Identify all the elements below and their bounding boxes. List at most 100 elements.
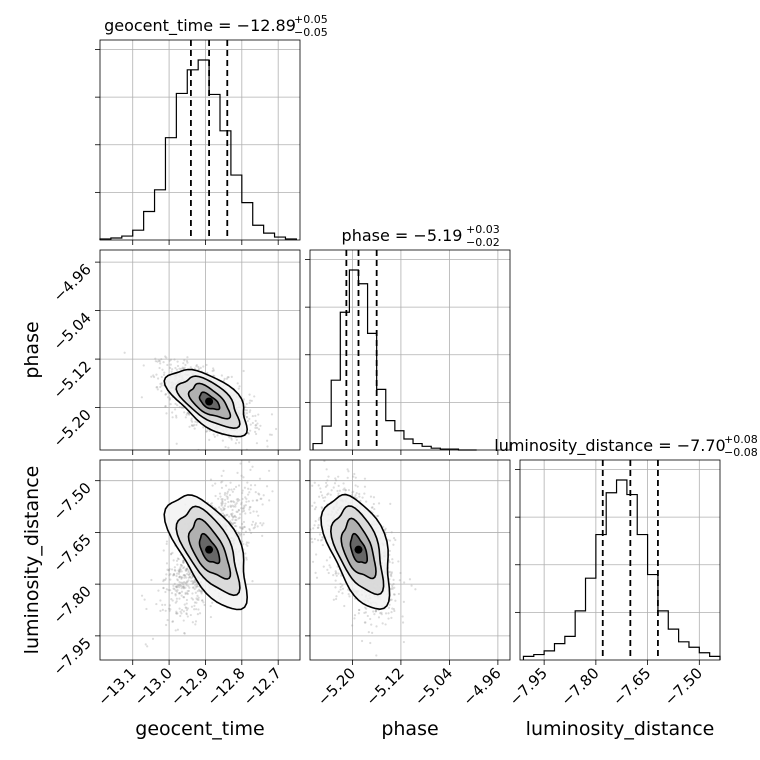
sample-point xyxy=(183,411,186,414)
sample-point xyxy=(183,359,186,362)
sample-point xyxy=(186,580,189,583)
sample-point xyxy=(222,469,225,473)
sample-point xyxy=(239,526,242,530)
sample-point xyxy=(169,402,172,406)
sample-point xyxy=(236,500,239,503)
sample-point xyxy=(311,541,314,544)
sample-point xyxy=(226,513,229,516)
sample-point xyxy=(196,421,199,424)
sample-point xyxy=(321,543,324,547)
sample-point xyxy=(194,623,197,626)
sample-point xyxy=(173,587,176,591)
sample-point xyxy=(377,502,381,505)
sample-point xyxy=(380,613,383,616)
sample-point xyxy=(188,575,192,578)
sample-point xyxy=(238,513,242,516)
ylabel-luminosity-distance: luminosity_distance xyxy=(21,466,43,655)
sample-point xyxy=(230,488,233,491)
sample-point xyxy=(162,578,165,581)
contour-line xyxy=(329,505,385,596)
sample-point xyxy=(402,640,405,644)
sample-point xyxy=(242,542,245,546)
sample-point xyxy=(230,514,234,518)
sample-point xyxy=(232,521,236,525)
sample-point xyxy=(197,598,200,602)
sample-point xyxy=(182,561,185,564)
sample-point xyxy=(173,573,176,577)
sample-point xyxy=(221,512,225,515)
sample-point xyxy=(186,411,190,414)
sample-point xyxy=(195,601,198,604)
sample-point xyxy=(262,522,265,525)
sample-point xyxy=(317,484,320,487)
sample-point xyxy=(392,582,395,586)
sample-point xyxy=(181,367,185,370)
sample-point xyxy=(179,584,182,587)
sample-point xyxy=(183,574,186,577)
sample-point xyxy=(221,480,224,483)
sample-point xyxy=(218,492,222,495)
sample-point xyxy=(245,558,248,561)
sample-point xyxy=(162,361,165,364)
sample-point xyxy=(335,574,338,577)
sample-point xyxy=(167,607,171,610)
sample-point xyxy=(161,368,164,371)
sample-point xyxy=(249,488,252,491)
sample-point xyxy=(199,366,202,370)
contour-line xyxy=(349,532,369,564)
sample-point xyxy=(248,401,251,405)
sample-point xyxy=(237,509,240,512)
sample-point xyxy=(258,477,262,480)
sample-point xyxy=(248,417,251,421)
sample-point xyxy=(372,502,375,506)
sample-point xyxy=(242,509,246,512)
sample-point xyxy=(186,567,189,570)
sample-point xyxy=(248,506,251,509)
sample-point xyxy=(261,524,264,527)
sample-point xyxy=(376,514,379,518)
sample-point xyxy=(243,486,247,489)
sample-point xyxy=(242,520,246,524)
sample-point xyxy=(196,585,199,588)
sample-point xyxy=(194,420,197,423)
sample-point xyxy=(223,514,226,517)
sample-point xyxy=(247,432,250,435)
sample-point xyxy=(239,533,242,536)
sample-point xyxy=(352,475,355,478)
sample-point xyxy=(255,424,258,427)
sample-point xyxy=(268,433,272,436)
sample-point xyxy=(187,585,190,588)
sample-point xyxy=(236,456,238,458)
sample-point xyxy=(188,425,191,428)
sample-point xyxy=(217,497,220,500)
sample-point xyxy=(238,516,241,519)
sample-point xyxy=(346,588,350,591)
sample-point xyxy=(170,598,173,601)
sample-point xyxy=(189,366,192,369)
xtick-label: −5.12 xyxy=(363,664,408,709)
sample-point xyxy=(170,552,173,555)
sample-point xyxy=(220,486,224,489)
sample-point xyxy=(334,570,337,573)
sample-point xyxy=(227,500,230,504)
sample-point xyxy=(171,574,175,577)
sample-point xyxy=(237,531,240,534)
sample-point xyxy=(213,374,216,378)
sample-point xyxy=(388,560,391,564)
sample-point xyxy=(179,563,183,566)
sample-point xyxy=(230,500,233,503)
sample-point xyxy=(311,560,315,563)
sample-point xyxy=(198,589,201,592)
sample-point xyxy=(232,505,235,508)
sample-point xyxy=(361,496,364,499)
sample-point xyxy=(183,366,186,369)
sample-point xyxy=(315,576,319,579)
density-geocent_time-phase xyxy=(123,351,278,450)
sample-point xyxy=(360,639,364,643)
sample-point xyxy=(251,580,254,583)
sample-point xyxy=(257,514,260,517)
sample-point xyxy=(191,592,194,595)
sample-point xyxy=(270,433,273,436)
sample-point xyxy=(185,602,188,605)
sample-point xyxy=(392,578,395,581)
